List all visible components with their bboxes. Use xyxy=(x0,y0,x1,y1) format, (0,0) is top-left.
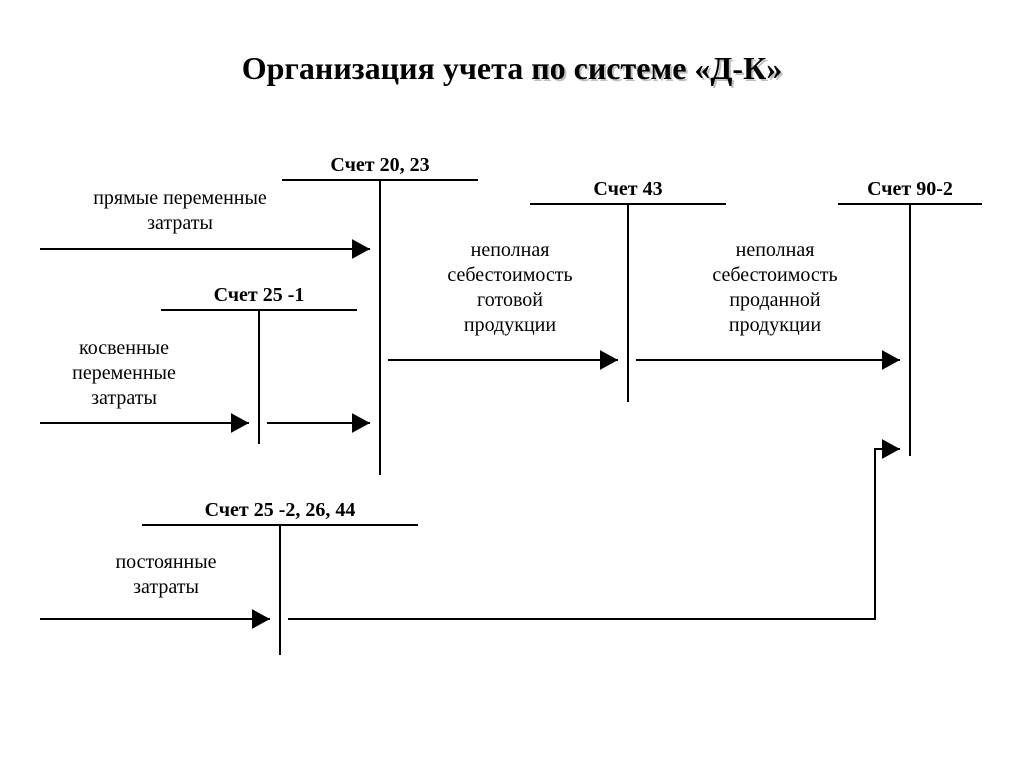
lbl-incomplete-sp: неполнаясебестоимостьпроданнойпродукции xyxy=(665,238,885,338)
lbl-incomplete-gp: неполнаясебестоимостьготовойпродукции xyxy=(410,238,610,338)
account-label-acc25_2: Счет 25 -2, 26, 44 xyxy=(142,498,418,523)
lbl-direct-var: прямые переменныезатраты xyxy=(50,186,310,236)
account-label-acc43: Счет 43 xyxy=(530,177,726,202)
lbl-indirect-var: косвенныепеременныезатраты xyxy=(34,336,214,411)
account-label-acc20: Счет 20, 23 xyxy=(282,153,478,178)
account-label-acc90_2: Счет 90-2 xyxy=(838,177,982,202)
lbl-fixed: постоянныезатраты xyxy=(76,550,256,600)
diagram-canvas: Организация учета по системе «Д-К» Счет … xyxy=(0,0,1024,767)
account-label-acc25_1: Счет 25 -1 xyxy=(161,283,357,308)
